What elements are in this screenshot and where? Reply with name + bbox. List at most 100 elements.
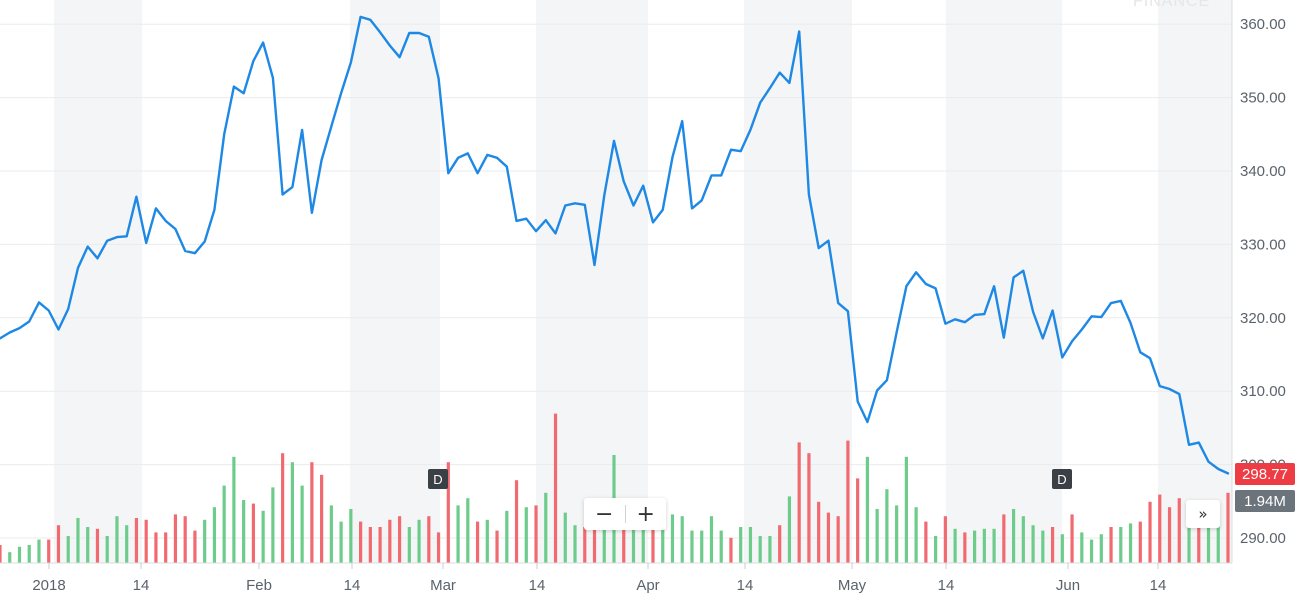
volume-bar — [144, 519, 148, 563]
price-point — [749, 129, 752, 131]
volume-bar — [670, 514, 675, 563]
price-point — [291, 186, 293, 188]
price-point — [818, 247, 820, 249]
volume-bar — [349, 509, 353, 563]
price-point — [1217, 468, 1219, 470]
price-point — [1120, 300, 1122, 302]
volume-bar — [232, 456, 236, 563]
price-point — [1061, 356, 1063, 359]
volume-bar — [56, 525, 61, 563]
price-point — [155, 207, 157, 210]
volume-bar — [173, 514, 178, 563]
volume-bar — [300, 485, 304, 563]
volume-bar — [622, 528, 626, 563]
y-tick-label: 320.00 — [1240, 310, 1286, 327]
x-tick-label: 14 — [938, 577, 955, 594]
price-point — [623, 180, 625, 182]
zoom-out-button[interactable]: − — [595, 501, 614, 527]
volume-bar — [485, 519, 489, 563]
price-point — [252, 60, 254, 62]
price-point — [954, 318, 956, 320]
price-point — [467, 152, 469, 154]
price-point — [993, 285, 995, 287]
volume-bar — [329, 505, 333, 563]
x-tick-label: Apr — [636, 577, 659, 594]
price-point — [857, 400, 859, 403]
price-point — [632, 204, 635, 207]
alternating-period-bands — [54, 0, 1232, 563]
price-point — [106, 240, 108, 242]
price-point — [330, 125, 332, 127]
price-point — [1081, 328, 1083, 331]
volume-bar — [583, 527, 587, 563]
x-tick-label: 14 — [1150, 577, 1167, 594]
volume-bar — [807, 453, 811, 563]
price-point — [554, 232, 557, 234]
volume-bar — [505, 510, 509, 563]
volume-bar — [661, 519, 665, 563]
volume-bar — [1050, 527, 1055, 563]
price-point — [593, 264, 596, 266]
price-point — [272, 77, 274, 79]
price-point — [574, 202, 576, 204]
y-tick-label: 360.00 — [1240, 16, 1286, 33]
volume-bar — [934, 536, 938, 563]
volume-bar — [709, 516, 714, 563]
volume-bar — [904, 456, 908, 563]
volume-bar — [602, 514, 606, 563]
price-point — [165, 220, 167, 222]
price-point — [545, 219, 547, 221]
price-point — [642, 185, 644, 187]
period-band — [350, 0, 440, 563]
price-point — [194, 252, 196, 254]
price-point — [135, 196, 138, 198]
volume-bar — [1216, 512, 1220, 563]
volume-bar — [446, 462, 450, 563]
volume-bar — [183, 516, 187, 563]
zoom-controls: − + — [584, 498, 666, 530]
dividend-marker-jun[interactable]: D — [1052, 469, 1072, 489]
price-point — [584, 204, 586, 206]
price-point — [1149, 357, 1151, 359]
volume-bar — [875, 509, 879, 563]
dividend-marker-mar[interactable]: D — [428, 469, 448, 489]
volume-bar — [320, 474, 324, 563]
volume-bar — [1109, 527, 1113, 563]
volume-bar — [290, 462, 294, 563]
price-point — [321, 159, 323, 161]
price-point — [116, 236, 118, 238]
volume-bar — [514, 480, 519, 563]
volume-bar — [1060, 534, 1064, 563]
price-point — [486, 154, 488, 156]
volume-bar — [154, 532, 158, 563]
volume-bar — [1011, 509, 1016, 563]
volume-bar — [826, 512, 831, 563]
volume-bar — [125, 525, 129, 563]
volume-bar — [963, 532, 967, 563]
volume-bar — [631, 521, 636, 563]
price-point — [701, 199, 703, 201]
volume-bar — [37, 539, 41, 563]
volume-bar — [1128, 523, 1133, 563]
price-point — [974, 314, 976, 316]
price-point — [827, 240, 830, 242]
volume-bar — [359, 521, 363, 563]
price-point — [1100, 316, 1102, 318]
volume-bar — [193, 530, 197, 563]
x-axis-tick-labels: 2018 14 Feb 14 Mar 14 Apr 14 May 14 Jun 14 — [32, 563, 1166, 594]
price-point — [1207, 461, 1210, 463]
price-point — [28, 320, 30, 323]
price-point — [262, 41, 264, 44]
volume-bar — [680, 516, 684, 563]
price-point — [905, 285, 907, 287]
price-point — [603, 194, 605, 196]
x-tick-label: 14 — [133, 577, 150, 594]
expand-chart-button[interactable]: » — [1186, 500, 1220, 528]
zoom-in-button[interactable]: + — [636, 501, 655, 527]
volume-bar — [778, 525, 782, 563]
volume-bar — [1099, 534, 1103, 563]
volume-bar — [729, 537, 733, 563]
price-point — [67, 308, 69, 310]
volume-bar — [1080, 532, 1084, 563]
